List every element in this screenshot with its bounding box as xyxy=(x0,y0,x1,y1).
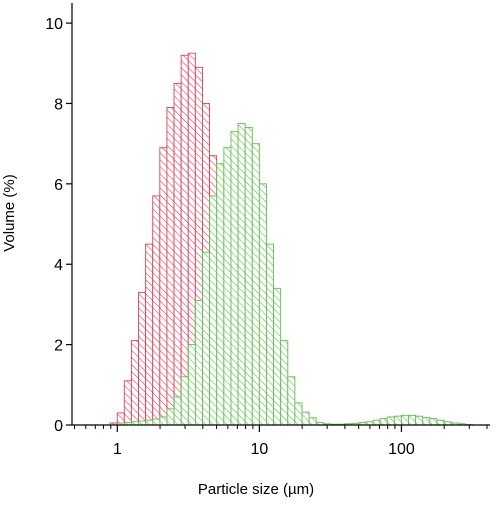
histogram-bar xyxy=(274,288,281,425)
histogram-bar xyxy=(160,148,167,425)
y-tick-label: 4 xyxy=(54,257,63,274)
y-tick-label: 2 xyxy=(54,338,63,355)
histogram-bar xyxy=(409,415,416,425)
y-tick-label: 8 xyxy=(54,96,63,113)
histogram-bar xyxy=(203,252,210,425)
histogram-bar xyxy=(153,419,160,425)
series-layer xyxy=(110,53,472,425)
histogram-bar xyxy=(437,420,444,425)
histogram-bar xyxy=(302,412,309,425)
histogram-bar xyxy=(238,124,245,425)
histogram-bar xyxy=(210,196,217,425)
histogram-bar xyxy=(380,419,387,425)
x-tick-label: 1 xyxy=(113,441,122,458)
histogram-bar xyxy=(423,417,430,425)
histogram-bar xyxy=(195,300,202,425)
histogram-bar xyxy=(245,128,252,425)
histogram-bar xyxy=(160,417,167,425)
y-tick-label: 0 xyxy=(54,418,63,435)
histogram-bar xyxy=(181,55,188,425)
histogram-bar xyxy=(167,107,174,425)
histogram-bar xyxy=(174,83,181,425)
histogram-bar xyxy=(174,397,181,425)
histogram-bar xyxy=(139,292,146,425)
histogram-bar xyxy=(430,419,437,425)
histogram-bar xyxy=(139,421,146,425)
x-tick-label: 100 xyxy=(388,441,415,458)
y-tick-label: 6 xyxy=(54,177,63,194)
histogram-bar xyxy=(295,403,302,425)
histogram-bar xyxy=(146,244,153,425)
histogram-bar xyxy=(217,164,224,425)
histogram-bar xyxy=(153,196,160,425)
histogram-bar xyxy=(416,416,423,425)
histogram-bar xyxy=(394,416,401,425)
y-tick-label: 10 xyxy=(45,16,63,33)
y-axis-label: Volume (%) xyxy=(1,174,18,252)
histogram-bar xyxy=(281,341,288,425)
x-axis-label: Particle size (µm) xyxy=(198,481,314,498)
histogram-bar xyxy=(401,415,408,425)
x-tick-label: 10 xyxy=(250,441,268,458)
histogram-bar xyxy=(231,132,238,425)
histogram-bar xyxy=(146,420,153,425)
histogram-bar xyxy=(266,244,273,425)
histogram-bar xyxy=(387,417,394,425)
histogram-bar xyxy=(188,345,195,425)
histogram-bar xyxy=(124,381,131,425)
histogram-bar xyxy=(131,341,138,425)
histogram-bar xyxy=(224,148,231,425)
histogram-bar xyxy=(373,420,380,425)
histogram-bar xyxy=(181,377,188,425)
histogram-bar xyxy=(167,409,174,425)
histogram-bar xyxy=(259,184,266,425)
histogram-bar xyxy=(309,418,316,425)
histogram-bar xyxy=(288,377,295,425)
histogram-bar xyxy=(252,144,259,425)
